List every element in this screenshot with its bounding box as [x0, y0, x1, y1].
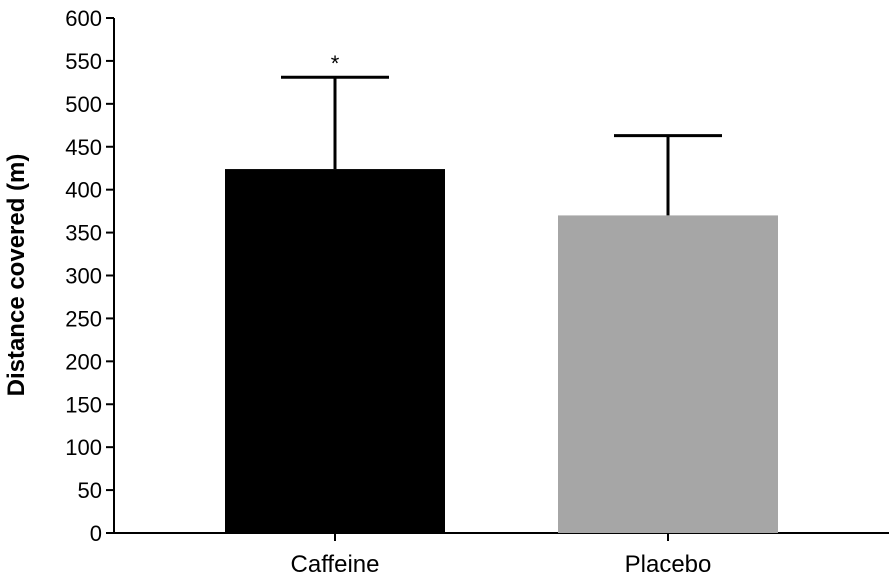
y-tick-label: 200 [65, 349, 102, 374]
bar-caffeine [225, 169, 445, 534]
y-tick-label: 250 [65, 306, 102, 331]
y-tick-label: 150 [65, 392, 102, 417]
y-tick-label: 100 [65, 435, 102, 460]
error-bars [281, 75, 722, 216]
bar-placebo [558, 215, 778, 533]
y-tick-label: 500 [65, 92, 102, 117]
y-tick-label: 50 [78, 478, 102, 503]
annotations: * [331, 51, 340, 76]
y-axis: 0 50 100 150 200 250 300 350 400 450 500 550 600 [65, 6, 115, 546]
x-tick-label: Placebo [625, 551, 712, 578]
y-axis-title: Distance covered (m) [3, 154, 30, 397]
x-axis: Caffeine Placebo [114, 532, 889, 578]
y-tick-label: 400 [65, 178, 102, 203]
y-tick-label: 300 [65, 264, 102, 289]
y-tick-label: 550 [65, 49, 102, 74]
bars [225, 169, 778, 534]
x-tick-label: Caffeine [291, 551, 380, 578]
y-tick-label: 450 [65, 135, 102, 160]
significance-marker: * [331, 51, 340, 76]
y-tick-label: 600 [65, 6, 102, 31]
y-tick-label: 350 [65, 221, 102, 246]
y-tick-label: 0 [90, 521, 102, 546]
